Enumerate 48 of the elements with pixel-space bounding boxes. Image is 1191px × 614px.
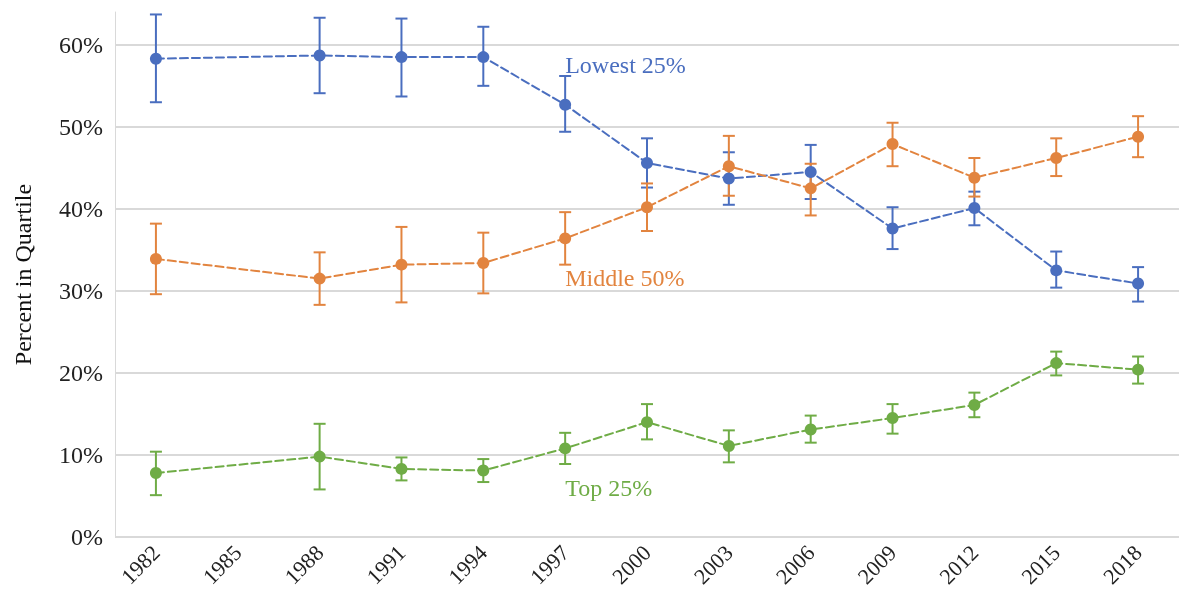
point [968,171,981,184]
point [641,201,653,214]
point [1050,357,1063,370]
y-tick-label: 50% [59,113,103,140]
point [313,450,326,463]
point [968,398,981,411]
point [395,462,408,475]
series-label: Top 25% [565,475,653,502]
point [641,416,653,429]
point [395,258,408,271]
point [149,252,162,265]
y-tick-label: 10% [59,441,103,468]
point [804,423,817,436]
point [804,182,817,195]
point [641,156,653,169]
point [1132,363,1145,376]
y-tick-label: 30% [59,277,103,304]
point [477,51,490,64]
point [1132,277,1145,290]
y-tick-label: 20% [59,359,103,386]
point [149,52,162,65]
point [477,464,490,477]
point [313,49,326,62]
series-label: Middle 50% [565,265,685,292]
point [886,138,899,151]
point [395,51,408,64]
point [559,232,572,245]
point [722,160,735,173]
point [1050,264,1063,277]
y-tick-label: 40% [59,195,103,222]
y-tick-label: 60% [59,31,103,58]
point [559,98,572,111]
point [886,412,899,425]
y-axis-title: Percent in Quartile [10,183,36,366]
point [149,467,162,480]
series-label: Lowest 25% [565,51,686,78]
point [313,272,326,285]
point [722,172,735,185]
point [1132,130,1145,143]
point [886,222,899,235]
point [559,442,572,455]
point [804,165,817,178]
point [1050,152,1063,165]
point [477,257,490,270]
x-tick-label: 1991 [361,540,411,589]
y-tick-label: 0% [71,524,103,550]
point [968,202,981,215]
point [722,439,735,452]
